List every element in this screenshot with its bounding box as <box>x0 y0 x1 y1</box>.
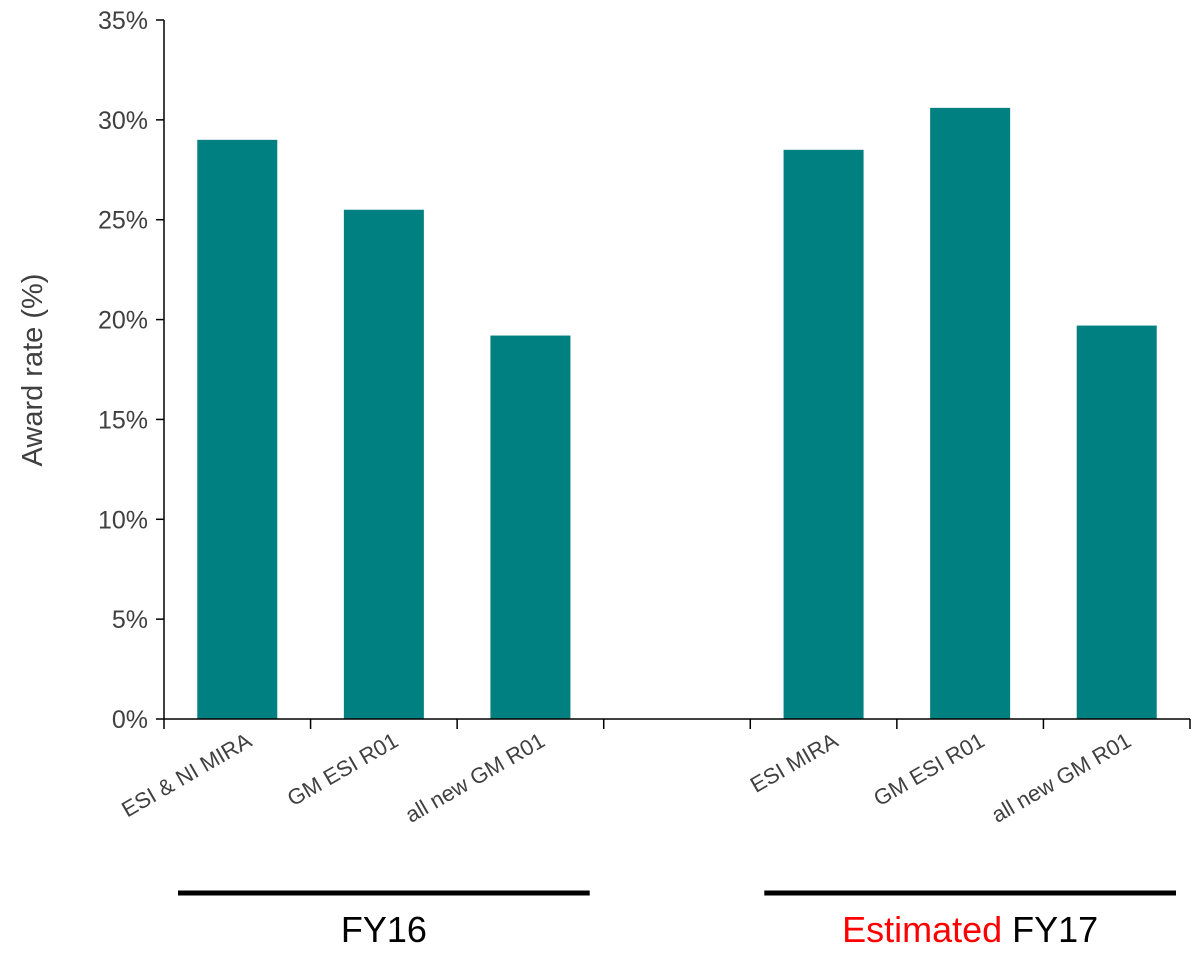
y-tick-label: 25% <box>98 207 148 235</box>
y-tick-label: 20% <box>98 307 148 335</box>
y-tick-label: 10% <box>98 506 148 534</box>
category-label: all new GM R01 <box>987 728 1135 828</box>
category-label: GM ESI R01 <box>869 728 988 811</box>
group-label: FY16 <box>341 909 427 950</box>
bar <box>1076 325 1157 719</box>
bar <box>930 107 1011 720</box>
group-label-segment: Estimated <box>842 909 1002 950</box>
bar <box>783 149 864 720</box>
group-labels: FY16 Estimated FY17 <box>178 890 1176 950</box>
y-tick-label: 30% <box>98 107 148 135</box>
category-label: GM ESI R01 <box>283 728 402 811</box>
y-tick-label: 35% <box>98 7 148 35</box>
y-axis-title: Award rate (%) <box>17 274 49 467</box>
category-label: ESI MIRA <box>746 728 842 798</box>
category-label: ESI & NI MIRA <box>117 728 256 823</box>
y-tick-label: 0% <box>112 706 148 734</box>
group-label-segment: FY16 <box>341 909 427 950</box>
y-ticks: 0% 5% 10% 15% 20% 25% 30% 35% <box>98 7 1191 734</box>
y-tick-label: 5% <box>112 606 148 634</box>
bar <box>343 209 424 719</box>
y-tick-label: 15% <box>98 406 148 434</box>
bar <box>490 335 571 719</box>
bar <box>197 139 278 720</box>
bars <box>197 107 1157 720</box>
group-label: Estimated FY17 <box>842 909 1098 950</box>
group-label-segment: FY17 <box>1002 909 1098 950</box>
axes <box>163 20 1190 720</box>
category-label: all new GM R01 <box>401 728 549 828</box>
